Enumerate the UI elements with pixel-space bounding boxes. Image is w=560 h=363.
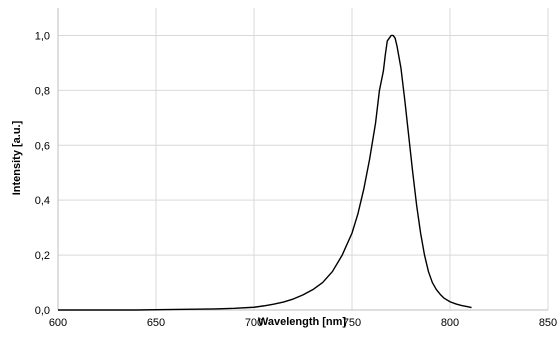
x-tick-label: 700 (245, 317, 263, 329)
x-tick-label: 750 (343, 317, 361, 329)
x-tick-label: 600 (49, 317, 67, 329)
y-tick-label: 0,0 (35, 305, 50, 317)
x-tick-label: 850 (539, 317, 557, 329)
x-tick-label: 650 (147, 317, 165, 329)
y-axis-title: Intensity [a.u.] (11, 120, 23, 195)
tick-label-layer: 0,0 0,2 0,4 0,6 0,8 1,0 600 650 700 750 800 850 (35, 30, 557, 329)
y-tick-label: 0,4 (35, 195, 50, 207)
grid-layer (58, 8, 549, 310)
axis-layer (57, 8, 548, 311)
y-tick-label: 0,2 (35, 250, 50, 262)
y-tick-label: 0,6 (35, 140, 50, 152)
x-tick-label: 800 (441, 317, 459, 329)
x-axis-title: Wavelength [nm] (258, 316, 347, 328)
spectrum-line (58, 34, 472, 311)
y-tick-label: 0,8 (35, 85, 50, 97)
series-layer (58, 34, 472, 311)
y-tick-label: 1,0 (35, 30, 50, 42)
